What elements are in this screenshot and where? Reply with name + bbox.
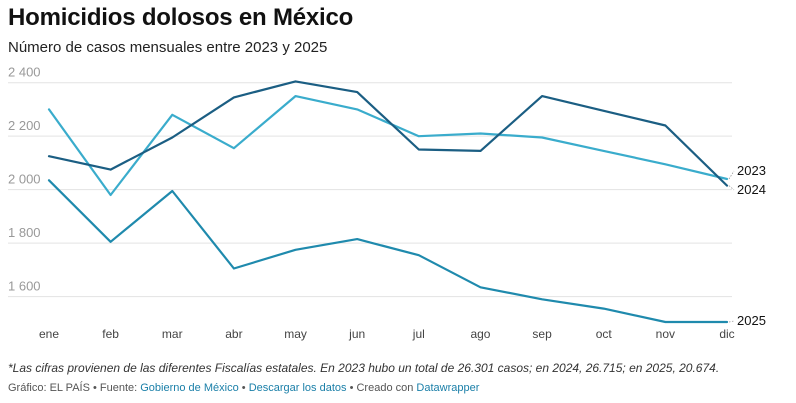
label-leader — [728, 185, 735, 191]
x-tick-label: oct — [596, 327, 613, 341]
download-data-link[interactable]: Descargar los datos — [248, 382, 347, 394]
credits-footer: Gráfico: EL PAÍS • Fuente: Gobierno de M… — [8, 382, 479, 394]
source-link[interactable]: Gobierno de México — [140, 382, 239, 394]
x-tick-label: ene — [39, 327, 59, 341]
separator: • — [241, 382, 246, 394]
series-line-2023 — [47, 94, 729, 197]
label-leader — [728, 170, 735, 180]
series-label-2023: 2023 — [737, 163, 766, 178]
chart-subtitle: Número de casos mensuales entre 2023 y 2… — [8, 39, 328, 56]
y-tick-label: 2 400 — [8, 65, 41, 80]
y-tick-label: 1 600 — [8, 279, 41, 294]
created-with-text: • Creado con — [349, 382, 414, 394]
x-tick-label: nov — [656, 327, 675, 341]
credits-prefix: Gráfico: EL PAÍS • Fuente: — [8, 382, 138, 394]
x-tick-label: ago — [470, 327, 490, 341]
x-tick-label: abr — [225, 327, 242, 341]
datawrapper-link[interactable]: Datawrapper — [416, 382, 480, 394]
y-tick-label: 2 200 — [8, 118, 41, 133]
y-tick-label: 1 800 — [8, 225, 41, 240]
label-leader — [728, 320, 735, 323]
x-tick-label: jul — [412, 327, 425, 341]
x-tick-label: feb — [102, 327, 119, 341]
footnote: *Las cifras provienen de las diferentes … — [8, 361, 720, 375]
x-tick-label: sep — [532, 327, 552, 341]
x-tick-label: mar — [162, 327, 183, 341]
series-line-2024 — [47, 80, 729, 187]
x-tick-label: may — [284, 327, 307, 341]
x-tick-label: jun — [348, 327, 365, 341]
series-label-2025: 2025 — [737, 313, 766, 328]
x-tick-label: dic — [719, 327, 734, 341]
y-tick-label: 2 000 — [8, 172, 41, 187]
chart-title: Homicidios dolosos en México — [8, 4, 354, 31]
series-line-2025 — [47, 179, 729, 324]
series-label-2024: 2024 — [737, 182, 766, 197]
